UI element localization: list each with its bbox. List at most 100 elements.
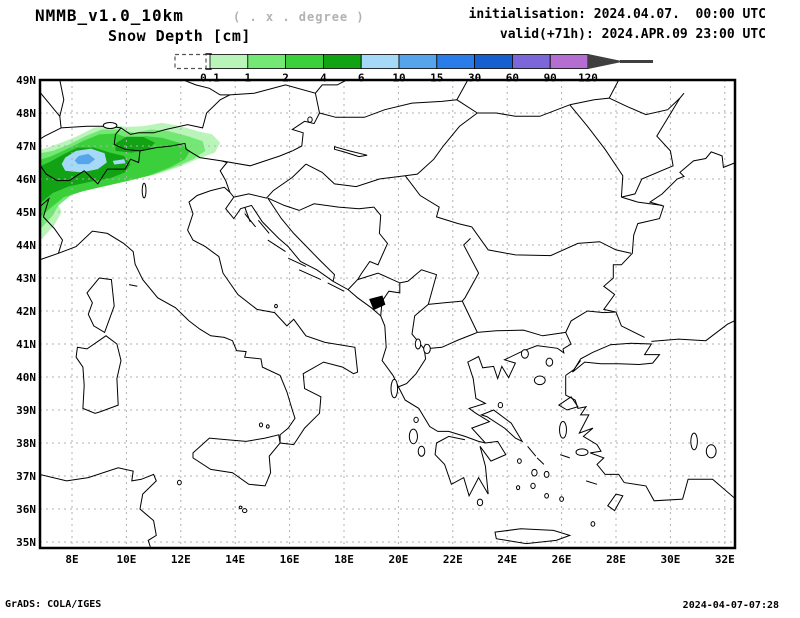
coastline-or-border [404,175,472,228]
coastline-or-border [183,80,230,96]
lon-tick-label: 12E [171,553,191,566]
lon-tick-label: 10E [116,553,136,566]
small-island-or-lake [517,458,522,464]
colorbar-tick-label: 30 [468,72,481,85]
creation-timestamp: 2024-04-07-07:28 [682,600,779,611]
colorbar-tick-label: 15 [430,72,443,85]
coastline-or-border [565,310,617,333]
lon-tick-label: 16E [280,553,300,566]
coastline-or-border [456,80,469,101]
lat-tick-label: 48N [16,107,36,120]
island-outline [479,409,524,443]
valid-time: valid(+71h): 2024.APR.09 23:00 UTC [499,27,766,42]
coastline-or-border [305,163,406,188]
colorbar-segment [247,54,287,69]
lon-tick-label: 28E [606,553,626,566]
coastline-or-border [287,257,307,267]
small-island-or-lake [408,428,418,445]
coastline-or-border [291,93,321,152]
lat-tick-label: 35N [16,536,36,549]
colorbar-segment [209,54,249,69]
colorbar-segment [398,54,438,69]
small-island-or-lake [423,343,431,354]
lat-tick-label: 47N [16,140,36,153]
small-island-or-lake [705,444,717,459]
coastline-or-border [569,97,610,106]
coastline-or-border [40,467,157,548]
colorbar-tick-label: 6 [358,72,365,85]
lat-tick-label: 36N [16,503,36,516]
snow-depth-contour-ge-4 [115,136,155,153]
colorbar-segment [322,54,362,69]
small-island-or-lake [307,116,313,123]
small-island-or-lake [417,445,426,457]
coastline-or-border [40,197,64,254]
initialisation-time: initialisation: 2024.04.07. 00:00 UTC [468,7,766,22]
lon-tick-label: 14E [225,553,245,566]
island-outline [572,342,661,373]
island-outline [75,335,122,414]
coastline-or-border [461,300,478,333]
coastline-or-border [562,332,572,350]
coastline-or-border [461,238,480,302]
small-island-or-lake [559,421,567,439]
coastline-or-border [357,269,438,305]
small-island-or-lake [177,479,182,486]
coastline-or-border [327,282,345,292]
lat-tick-label: 43N [16,272,36,285]
island-outline [494,528,572,545]
lat-tick-label: 44N [16,239,36,252]
coastline-or-border [424,331,478,350]
colorbar-tick-label: 60 [506,72,519,85]
coastline-or-border [139,142,293,167]
colorbar-tick-label: 2 [282,72,289,85]
small-island-or-lake [274,303,278,309]
lat-tick-label: 46N [16,173,36,186]
coastline-or-border [477,104,570,117]
small-island-or-lake [543,470,550,478]
coastline-or-border [40,127,62,140]
colorbar-legend: 0.1 1 2 4 6 10 15 30 60 90 120 [174,53,653,85]
coastline-or-border [565,375,735,502]
small-island-or-lake [238,505,243,510]
colorbar-segment [549,54,589,69]
coastline-or-border [267,197,336,282]
coastline-or-border [608,92,685,116]
coastline-or-border [405,112,478,177]
coastline-or-border [267,197,374,211]
small-island-or-lake [690,432,698,451]
map-area [40,80,735,548]
colorbar-segment [512,54,551,69]
small-island-or-lake [390,378,399,399]
coastline-or-border [128,284,138,287]
small-island-or-lake [414,338,422,350]
lake-filled [369,295,386,311]
small-island-or-lake [531,468,538,477]
coastline-or-border [244,213,256,228]
island-outline [86,277,115,334]
coastline-or-border [233,163,307,199]
colorbar-segment [360,54,400,69]
lat-tick-label: 45N [16,206,36,219]
snow-depth-contour-ge-4 [40,147,131,204]
coastline-or-border [536,457,545,465]
colorbar-tick-label: 120 [578,72,598,85]
coastline-or-border [467,345,565,444]
snow-depth-contour-ge-10 [74,153,96,165]
coastline-or-border [298,269,322,281]
coastline-or-border [267,239,286,253]
lon-tick-label: 26E [552,553,572,566]
coastline-or-border [398,348,427,388]
lon-tick-label: 30E [660,553,680,566]
lat-tick-label: 39N [16,404,36,417]
coastline-or-border [621,97,681,198]
coastline-or-border [59,80,65,128]
coastline-or-border [257,219,270,234]
coastline-or-border [569,104,624,198]
colorbar-tick-label: 4 [320,72,327,85]
small-island-or-lake [520,349,529,359]
small-island-or-lake [590,521,596,527]
small-island-or-lake [516,485,521,491]
small-island-or-lake [497,402,504,409]
